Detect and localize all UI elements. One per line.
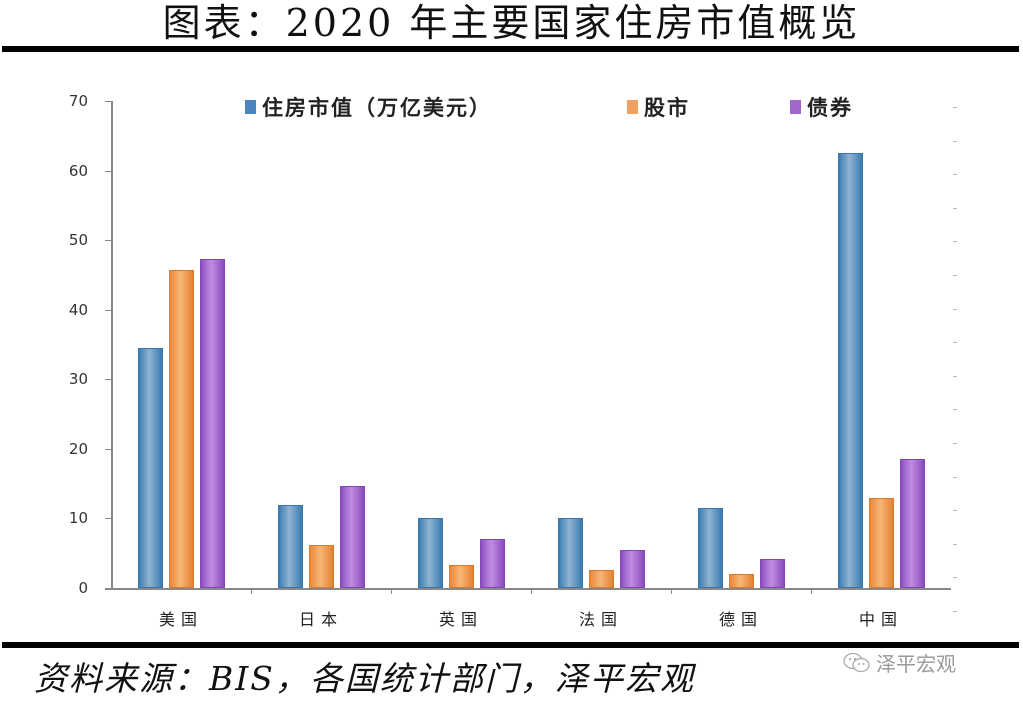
bar-日本-series0 [278,505,303,588]
y-tick [105,449,111,450]
source-note: 资料来源：BIS，各国统计部门，泽平宏观 [34,659,695,698]
chart-title: 图表：2020 年主要国家住房市值概览 [162,1,861,45]
bar-英国-series2 [480,539,505,588]
right-axis-mark [953,544,957,545]
bar-中国-series1 [869,498,894,588]
bar-英国-series0 [418,518,443,588]
x-axis-label: 中国 [858,610,903,629]
y-tick-label: 50 [68,231,88,249]
right-axis-mark [953,275,957,276]
y-tick [105,101,111,102]
legend-item: 债券 [790,92,853,122]
right-axis-mark [953,342,957,343]
y-tick-label: 40 [68,301,88,319]
bar-德国-series2 [760,559,785,588]
legend-item: 股市 [627,92,690,122]
legend-swatch-icon [245,100,256,114]
bar-日本-series2 [340,486,365,588]
bar-美国-series0 [138,348,163,588]
right-axis-mark [953,376,957,377]
right-axis-mark [953,107,957,108]
legend-swatch-icon [790,100,801,114]
bar-法国-series1 [589,570,614,588]
right-axis-mark [953,241,957,242]
x-tick [531,588,532,594]
bar-中国-series0 [838,153,863,588]
right-axis-mark [953,409,957,410]
y-tick-label: 60 [68,162,88,180]
x-axis-label: 美国 [158,610,203,629]
y-tick [105,379,111,380]
watermark: 泽平宏观 [842,648,956,677]
right-axis-mark [953,510,957,511]
right-axis-mark [953,141,957,142]
x-tick [811,588,812,594]
y-tick-label: 10 [68,509,88,527]
x-axis-line [105,588,951,590]
right-axis-mark [953,477,957,478]
x-axis-label: 法国 [578,610,623,629]
legend-label: 债券 [807,95,853,120]
legend-label: 股市 [644,95,690,120]
y-tick [105,588,111,589]
right-axis-mark [953,611,957,612]
right-axis-mark [953,208,957,209]
bar-日本-series1 [309,545,334,588]
right-axis-mark [953,309,957,310]
bar-德国-series1 [729,574,754,588]
y-tick-label: 0 [78,579,88,597]
y-tick [105,171,111,172]
right-axis-mark [953,443,957,444]
x-axis-label: 德国 [718,610,763,629]
x-tick [391,588,392,594]
y-axis-line [111,101,113,589]
bar-chart: 0 10 20 30 40 50 60 70 美国 日本 英国 法国 德国 中国 住房市值（万亿美元） 股市 债… [68,92,957,629]
y-tick [105,518,111,519]
footer-divider [2,642,1019,648]
bar-中国-series2 [900,459,925,588]
bar-英国-series1 [449,565,474,588]
wechat-icon [843,652,870,672]
legend-label: 住房市值（万亿美元） [262,95,492,120]
bar-美国-series1 [169,270,194,588]
bar-美国-series2 [200,259,225,588]
y-tick [105,240,111,241]
y-tick [105,310,111,311]
legend-item: 住房市值（万亿美元） [245,92,492,122]
x-tick [251,588,252,594]
x-axis-label: 日本 [298,610,343,629]
right-axis-mark [953,577,957,578]
right-axis-mark [953,174,957,175]
bar-德国-series0 [698,508,723,588]
bar-法国-series0 [558,518,583,588]
title-divider [2,46,1019,52]
watermark-text: 泽平宏观 [876,652,956,676]
x-tick [671,588,672,594]
legend-swatch-icon [627,100,638,114]
x-axis-label: 英国 [438,610,483,629]
bar-法国-series2 [620,550,645,588]
y-tick-label: 20 [68,440,88,458]
y-tick-label: 70 [68,92,88,110]
y-tick-label: 30 [68,370,88,388]
